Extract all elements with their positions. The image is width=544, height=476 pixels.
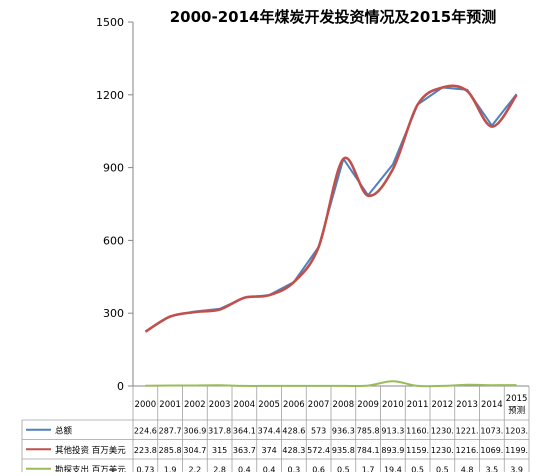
table-cell-value: 1221.	[456, 426, 479, 435]
table-cell-value: 1216.	[456, 446, 479, 455]
table-cell-value: 1160.	[406, 426, 429, 435]
x-tick-label: 2009	[357, 400, 379, 410]
table-cell-value: 2.2	[189, 465, 202, 472]
table-cell-value: 364.1	[233, 426, 256, 435]
y-tick-label: 900	[103, 162, 124, 175]
table-cell-value: 0.6	[312, 465, 325, 472]
table-cell-value: 4.8	[461, 465, 474, 472]
y-tick-label: 1500	[96, 16, 124, 29]
table-cell-value: 573	[311, 426, 326, 435]
y-tick-label: 0	[117, 380, 124, 393]
legend-label-total: 总额	[55, 425, 73, 436]
table-cell-value: 0.4	[263, 465, 276, 472]
table-cell-value: 935.8	[332, 446, 355, 455]
table-cell-value: 785.8	[357, 426, 380, 435]
series-line-other-investment	[144, 84, 518, 333]
table-cell-value: 1.7	[362, 465, 375, 472]
table-cell-value: 374.4	[258, 426, 281, 435]
table-cell-value: 363.7	[233, 446, 256, 455]
table-cell-value: 317.8	[208, 426, 231, 435]
x-tick-label: 2001	[159, 400, 181, 410]
table-cell-value: 3.5	[486, 465, 499, 472]
table-cell-value: 428.3	[282, 446, 305, 455]
x-tick-label: 2008	[333, 400, 355, 410]
x-tick-label: 2004	[234, 400, 256, 410]
x-tick-label: 2013	[456, 400, 478, 410]
table-cell-value: 315	[212, 446, 227, 455]
table-cell-value: 572.4	[307, 446, 330, 455]
table-cell-value: 0.5	[436, 465, 449, 472]
x-tick-label: 2007	[308, 400, 330, 410]
table-cell-value: 1159.	[406, 446, 429, 455]
y-tick-label: 600	[103, 234, 124, 247]
x-tick-label: 2003	[209, 400, 231, 410]
x-tick-label: 2000	[135, 400, 157, 410]
x-tick-label: 2002	[184, 400, 206, 410]
x-tick-label: 2011	[407, 400, 429, 410]
x-tick-label: 2015	[506, 394, 528, 404]
table-cell-value: 913.3	[381, 426, 404, 435]
table-cell-value: 0.5	[411, 465, 424, 472]
table-cell-value: 285.8	[159, 446, 182, 455]
table-cell-value: 1.9	[164, 465, 177, 472]
data-table: 2000 2001 2002 2003 2004 2005 2006 2007 2008 2009…	[21, 386, 530, 476]
series-lines	[144, 84, 518, 388]
table-cell-value: 1203.	[505, 426, 528, 435]
table-cell-value: 306.9	[183, 426, 206, 435]
table-cell-value: 1230.	[431, 426, 454, 435]
table-cell-value: 1069.	[480, 446, 503, 455]
y-tick-label: 300	[103, 307, 124, 320]
table-cell-value: 2.8	[213, 465, 226, 472]
y-axis-ticks: 0 300 600 900 1200 1500	[96, 16, 133, 393]
table-cell-value: 428.6	[282, 426, 305, 435]
table-cell-value: 0.5	[337, 465, 350, 472]
table-cell-value: 936.3	[332, 426, 355, 435]
table-cell-value: 0.3	[288, 465, 301, 472]
table-cell-value: 1199.	[505, 446, 528, 455]
table-cell-value: 1230.	[431, 446, 454, 455]
table-cell-value: 1073.	[480, 426, 503, 435]
x-tick-label-line2: 预测	[508, 405, 525, 416]
table-cell-value: 19.4	[384, 465, 402, 472]
legend-label-other-investment: 其他投资 百万美元	[55, 445, 126, 456]
y-tick-label: 1200	[96, 89, 124, 102]
x-tick-label: 2006	[283, 400, 305, 410]
x-tick-label: 2012	[432, 400, 454, 410]
table-cell-value: 223.8	[134, 446, 157, 455]
series-line-total	[144, 86, 518, 333]
table-cell-value: 287.7	[159, 426, 182, 435]
chart-title: 2000-2014年煤炭开发投资情况及2015年预测	[170, 8, 496, 26]
table-cell-value: 0.4	[238, 465, 251, 472]
table-cell-value: 893.9	[381, 446, 404, 455]
table-cell-value: 3.9	[510, 465, 523, 472]
x-tick-label: 2005	[258, 400, 280, 410]
table-cell-value: 0.73	[136, 465, 154, 472]
legend-label-exploration: 勘探支出 百万美元	[55, 464, 126, 472]
series-line-exploration	[145, 380, 517, 388]
table-cell-value: 304.7	[183, 446, 206, 455]
table-cell-value: 784.1	[357, 446, 380, 455]
table-cell-value: 374	[261, 446, 276, 455]
x-tick-label: 2010	[382, 400, 404, 410]
x-tick-label: 2014	[481, 400, 503, 410]
table-cell-value: 224.6	[134, 426, 157, 435]
